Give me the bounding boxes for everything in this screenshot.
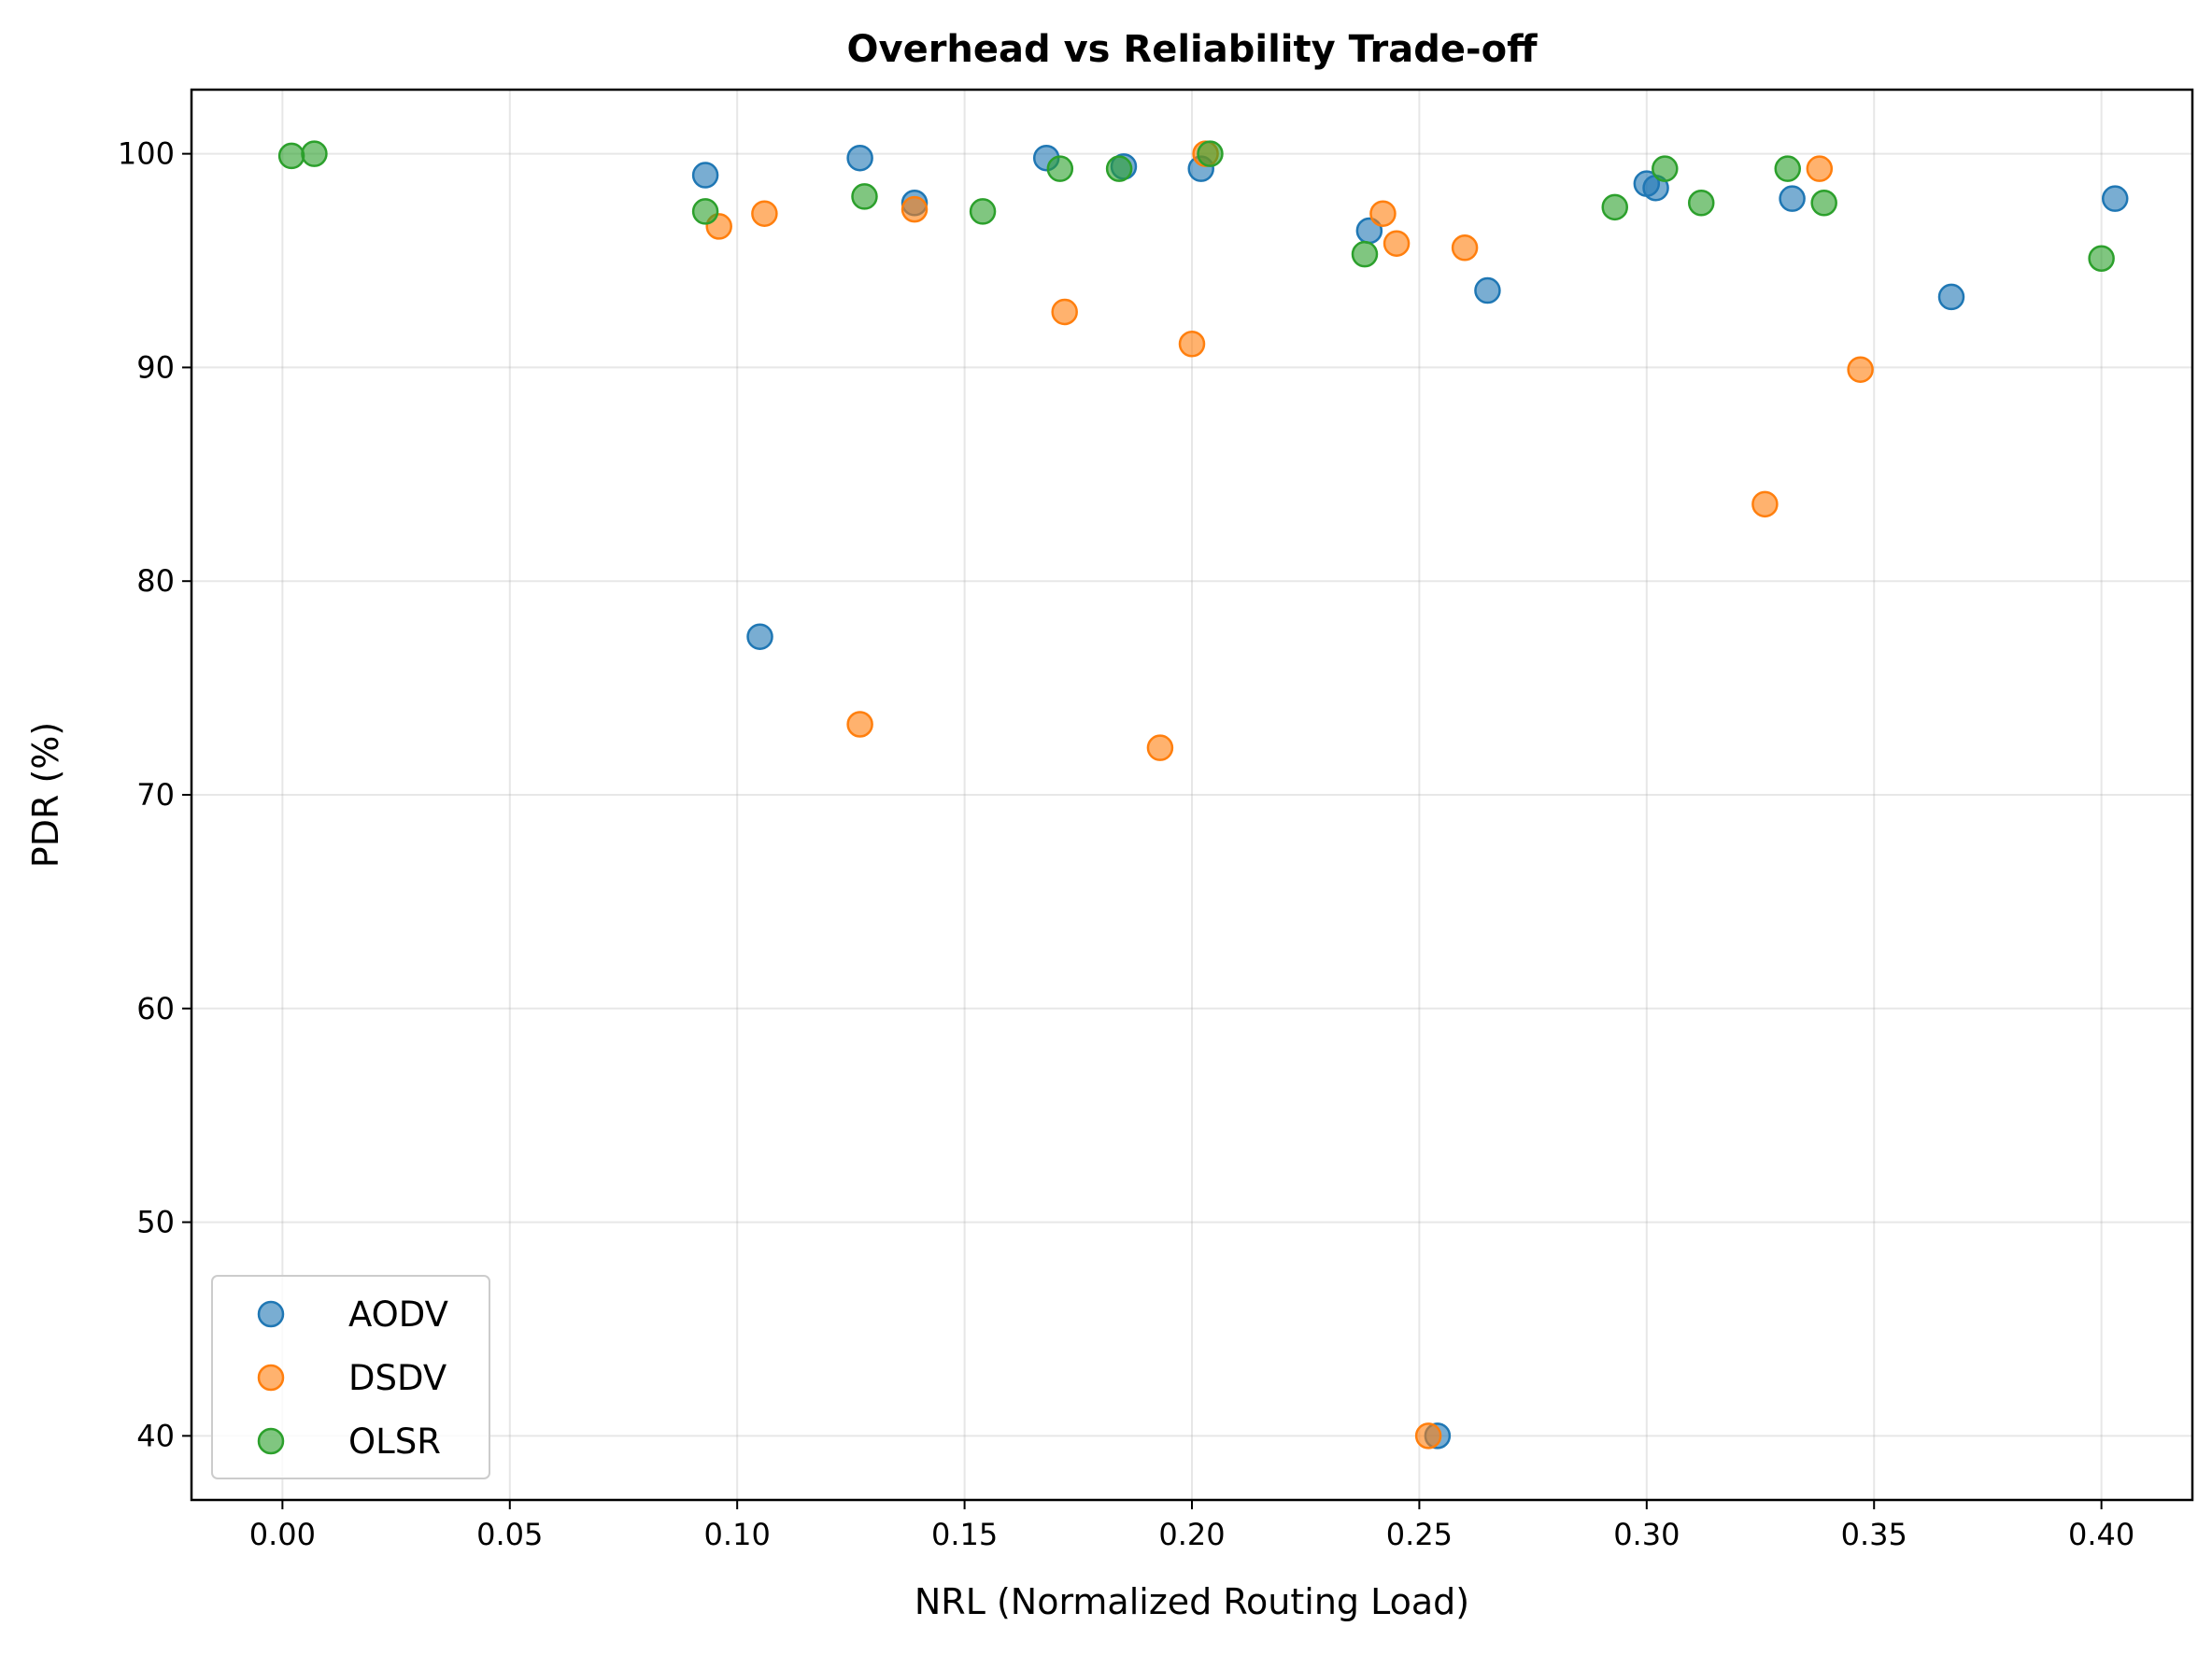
data-point-aodv: [746, 623, 773, 650]
chart-title: Overhead vs Reliability Trade-off: [847, 28, 1538, 71]
data-point-aodv: [1937, 283, 1965, 311]
legend-label-dsdv: DSDV: [348, 1358, 447, 1398]
legend-marker-olsr: [257, 1427, 285, 1455]
data-point-olsr: [691, 198, 719, 225]
legend-label-aodv: AODV: [348, 1294, 448, 1335]
data-point-olsr: [1687, 190, 1715, 217]
data-point-aodv: [1779, 185, 1806, 212]
axis-ticks: 0.00 0.05 0.10 0.15 0.20 0.25 0.30 0.35 0.40 40 50…: [118, 136, 2134, 1552]
y-tick-label: 50: [136, 1205, 175, 1240]
x-tick-label: 0.00: [249, 1517, 316, 1552]
data-point-olsr: [1197, 140, 1224, 167]
data-point-olsr: [1046, 155, 1074, 182]
data-point-dsdv: [1806, 155, 1834, 182]
data-point-aodv: [691, 162, 719, 189]
series-olsr: [277, 140, 2115, 272]
x-tick-label: 0.35: [1841, 1517, 1907, 1552]
y-tick-label: 70: [136, 777, 175, 813]
data-point-olsr: [1351, 240, 1379, 268]
series-dsdv: [705, 140, 1874, 1450]
x-tick-label: 0.40: [2068, 1517, 2134, 1552]
data-point-olsr: [969, 198, 997, 225]
grid-lines: [191, 90, 2192, 1500]
data-point-olsr: [1810, 190, 1837, 217]
legend: AODV DSDV OLSR: [211, 1275, 490, 1479]
data-point-dsdv: [1414, 1422, 1442, 1450]
data-point-olsr: [1105, 155, 1133, 182]
data-point-aodv: [1474, 276, 1501, 304]
data-point-dsdv: [846, 711, 873, 738]
y-tick-label: 40: [136, 1418, 175, 1453]
data-point-dsdv: [1751, 490, 1779, 518]
x-tick-label: 0.05: [476, 1517, 543, 1552]
data-point-dsdv: [751, 200, 778, 227]
data-point-aodv: [2101, 185, 2129, 212]
data-point-olsr: [301, 140, 328, 167]
data-point-olsr: [2088, 245, 2115, 272]
y-tick-label: 80: [136, 563, 175, 599]
data-point-dsdv: [1051, 298, 1078, 326]
data-point-aodv: [846, 144, 873, 172]
data-point-dsdv: [1451, 234, 1479, 262]
x-axis-label: NRL (Normalized Routing Load): [915, 1581, 1469, 1622]
legend-label-olsr: OLSR: [348, 1422, 441, 1462]
data-point-dsdv: [1178, 331, 1206, 358]
legend-marker-dsdv: [257, 1364, 285, 1392]
data-point-dsdv: [1847, 356, 1874, 383]
x-tick-label: 0.10: [704, 1517, 771, 1552]
x-tick-label: 0.15: [931, 1517, 998, 1552]
legend-box: [211, 1275, 490, 1479]
x-tick-label: 0.30: [1613, 1517, 1680, 1552]
x-tick-label: 0.20: [1158, 1517, 1225, 1552]
data-point-olsr: [277, 142, 305, 170]
data-point-dsdv: [1382, 230, 1411, 257]
y-tick-label: 90: [136, 349, 175, 385]
data-point-olsr: [1601, 193, 1628, 221]
y-axis-label: PDR (%): [25, 722, 66, 868]
data-point-dsdv: [900, 195, 929, 223]
y-tick-label: 100: [118, 136, 175, 172]
data-point-olsr: [1652, 155, 1679, 182]
data-point-olsr: [1774, 155, 1801, 182]
x-tick-label: 0.25: [1386, 1517, 1453, 1552]
data-point-olsr: [851, 183, 878, 210]
y-tick-label: 60: [136, 991, 175, 1026]
legend-marker-aodv: [257, 1300, 285, 1328]
data-points: [277, 140, 2129, 1450]
data-point-dsdv: [1146, 734, 1174, 761]
data-point-dsdv: [1369, 200, 1397, 227]
